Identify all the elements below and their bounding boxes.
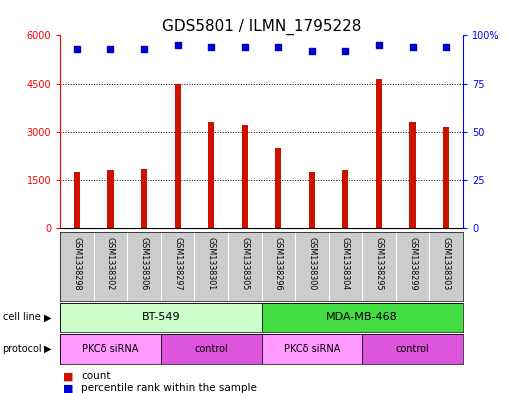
Bar xyxy=(262,334,362,364)
Point xyxy=(241,44,249,50)
Point xyxy=(73,46,81,52)
Text: ▶: ▶ xyxy=(44,344,52,354)
Text: PKCδ siRNA: PKCδ siRNA xyxy=(283,344,340,354)
Text: GSM1338303: GSM1338303 xyxy=(441,237,451,290)
Bar xyxy=(443,127,449,228)
Bar xyxy=(161,334,262,364)
Text: GSM1338296: GSM1338296 xyxy=(274,237,283,291)
Text: GSM1338295: GSM1338295 xyxy=(374,237,383,291)
Point xyxy=(207,44,215,50)
Text: PKCδ siRNA: PKCδ siRNA xyxy=(82,344,139,354)
Title: GDS5801 / ILMN_1795228: GDS5801 / ILMN_1795228 xyxy=(162,19,361,35)
Text: GSM1338300: GSM1338300 xyxy=(308,237,316,290)
Text: control: control xyxy=(194,344,228,354)
Point xyxy=(106,46,115,52)
Point xyxy=(140,46,148,52)
Text: GSM1338304: GSM1338304 xyxy=(341,237,350,290)
Bar xyxy=(107,170,113,228)
Text: cell line: cell line xyxy=(3,312,40,322)
Text: GSM1338298: GSM1338298 xyxy=(72,237,82,291)
Point xyxy=(274,44,282,50)
Point xyxy=(174,42,182,48)
Bar xyxy=(141,169,147,228)
Bar xyxy=(275,148,281,228)
Bar xyxy=(175,83,180,228)
Text: GSM1338297: GSM1338297 xyxy=(173,237,182,291)
Text: MDA-MB-468: MDA-MB-468 xyxy=(326,312,398,322)
Text: GSM1338301: GSM1338301 xyxy=(207,237,215,290)
Text: ■: ■ xyxy=(63,383,73,393)
Text: GSM1338299: GSM1338299 xyxy=(408,237,417,291)
Bar xyxy=(60,334,161,364)
Bar xyxy=(262,303,463,332)
Text: ■: ■ xyxy=(63,371,73,382)
Bar xyxy=(60,303,262,332)
Bar xyxy=(410,122,416,228)
Point xyxy=(408,44,417,50)
Text: GSM1338306: GSM1338306 xyxy=(140,237,149,290)
Bar xyxy=(309,172,315,228)
Bar xyxy=(74,172,80,228)
Text: GSM1338305: GSM1338305 xyxy=(240,237,249,291)
Text: count: count xyxy=(81,371,110,382)
Text: BT-549: BT-549 xyxy=(142,312,180,322)
Text: GSM1338302: GSM1338302 xyxy=(106,237,115,291)
Bar xyxy=(343,170,348,228)
Text: percentile rank within the sample: percentile rank within the sample xyxy=(81,383,257,393)
Point xyxy=(308,48,316,54)
Point xyxy=(341,48,349,54)
Text: ▶: ▶ xyxy=(44,312,52,322)
Bar xyxy=(242,125,248,228)
Bar xyxy=(376,79,382,228)
Bar xyxy=(362,334,463,364)
Point xyxy=(442,44,450,50)
Text: protocol: protocol xyxy=(3,344,42,354)
Text: control: control xyxy=(395,344,429,354)
Point xyxy=(375,42,383,48)
Bar xyxy=(208,122,214,228)
